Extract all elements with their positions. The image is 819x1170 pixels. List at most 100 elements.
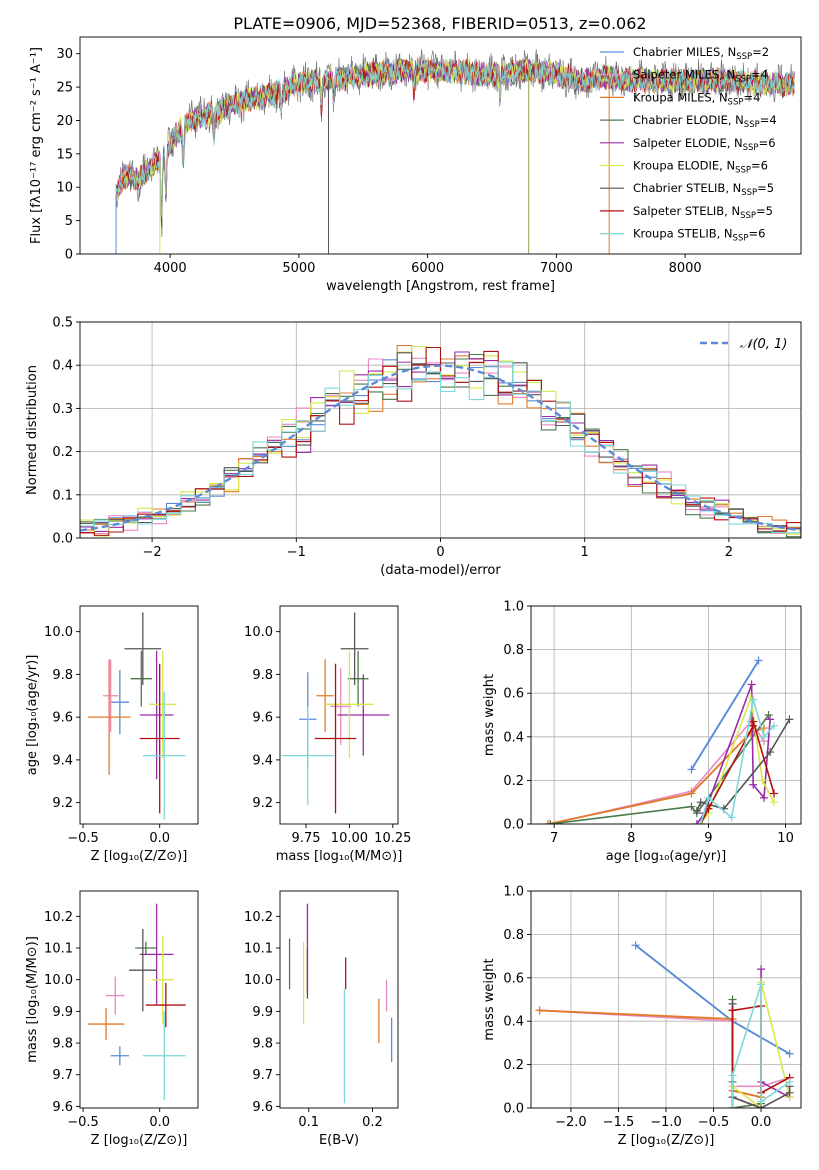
x-tick-label: 6000	[411, 261, 444, 276]
weight-line	[699, 699, 775, 824]
y-tick-label: 9.9	[52, 1005, 73, 1020]
y-tick-label: 9.8	[52, 1037, 73, 1052]
y-tick-label: 9.8	[52, 668, 73, 683]
weight-marker	[766, 748, 775, 757]
legend-entry: Kroupa ELODIE, NSSP=6	[633, 159, 768, 176]
x-tick-label: 7	[550, 831, 558, 846]
weight-marker	[728, 1006, 737, 1015]
error-bar	[281, 706, 334, 805]
x-tick-label: 2	[725, 545, 733, 560]
plot-area	[543, 656, 794, 824]
weight-marker	[759, 793, 768, 802]
histogram-step	[80, 346, 801, 536]
error-bar	[110, 1046, 130, 1066]
y-tick-label: 0.4	[503, 1015, 524, 1030]
weight-marker	[757, 1097, 766, 1106]
y-tick-label: 10.2	[244, 910, 273, 925]
x-axis-label: wavelength [Angstrom, rest frame]	[326, 279, 555, 294]
y-tick-label: 10.0	[44, 973, 73, 988]
weight-marker	[747, 680, 756, 689]
x-axis-label: Z [log₁₀(Z/Z⊙)]	[91, 1133, 188, 1148]
histogram-step	[80, 361, 801, 534]
error-bar	[130, 650, 153, 707]
y-tick-label: 9.6	[52, 1100, 73, 1115]
y-axis-label: age [log₁₀(age/yr)]	[25, 655, 40, 776]
weight-line	[690, 660, 760, 770]
error-bar	[102, 659, 119, 733]
y-tick-label: 0.8	[503, 928, 524, 943]
x-tick-label: −1.5	[603, 1115, 635, 1130]
y-tick-label: 9.2	[252, 796, 273, 811]
spectrum-line	[115, 58, 795, 218]
y-tick-label: 10.0	[44, 625, 73, 640]
axes-frame	[79, 36, 802, 255]
y-tick-label: 0.5	[52, 316, 73, 331]
y-tick-label: 0	[65, 248, 73, 263]
weight-marker	[749, 717, 758, 726]
error-bar	[148, 650, 177, 758]
error-bar	[340, 612, 369, 686]
x-tick-label: 4000	[154, 261, 187, 276]
y-tick-label: 10.0	[244, 625, 273, 640]
error-bar	[330, 667, 352, 745]
x-tick-label: −0.5	[67, 831, 99, 846]
weight-marker	[692, 820, 701, 824]
error-bar	[139, 663, 180, 814]
y-tick-label: 10.1	[244, 942, 273, 957]
y-tick-label: 0.3	[52, 402, 73, 417]
x-tick-label: 0.2	[362, 1115, 383, 1130]
error-bar	[139, 650, 174, 780]
legend-entry: Salpeter MILES, NSSP=4	[633, 68, 768, 85]
y-axis-label: mass weight	[482, 958, 497, 1040]
weight-marker	[696, 820, 705, 824]
axes-frame	[279, 890, 399, 1109]
y-tick-label: 9.7	[252, 1068, 273, 1083]
x-tick-label: 9	[704, 831, 712, 846]
weight-marker	[728, 1104, 737, 1108]
plot-area	[288, 903, 393, 1104]
weight-marker	[766, 715, 775, 724]
y-tick-label: 9.8	[252, 1037, 273, 1052]
error-bar	[135, 941, 157, 955]
error-bar	[314, 663, 357, 814]
y-tick-label: 10	[56, 181, 73, 196]
y-axis-label: Flux [fλ10⁻¹⁷ erg cm⁻² s⁻¹ A⁻¹]	[29, 47, 44, 244]
legend-entry: Kroupa MILES, NSSP=4	[633, 90, 760, 107]
y-tick-label: 9.9	[252, 1005, 273, 1020]
y-axis-label: mass [log₁₀(M/M⊙)]	[25, 936, 40, 1063]
normal-curve	[80, 364, 801, 532]
error-bar	[316, 659, 334, 733]
x-axis-label: mass [log₁₀(M/M⊙)]	[276, 849, 403, 864]
error-bar	[142, 691, 186, 820]
legend: Chabrier MILES, NSSP=2 Salpeter MILES, NS…	[600, 45, 777, 244]
weight-marker	[546, 820, 555, 824]
x-tick-label: 5000	[282, 261, 315, 276]
x-tick-label: −1	[287, 545, 306, 560]
weight-marker	[759, 732, 768, 741]
plot-area	[87, 903, 186, 1101]
y-tick-label: 0.2	[52, 445, 73, 460]
y-tick-label: 0.6	[503, 687, 524, 702]
y-tick-label: 9.6	[52, 711, 73, 726]
weight-marker	[631, 941, 640, 950]
x-tick-label: 7000	[540, 261, 573, 276]
weight-marker	[785, 1077, 794, 1086]
weight-marker	[687, 765, 696, 774]
y-tick-label: 10.2	[44, 910, 73, 925]
weight-marker	[687, 789, 696, 798]
y-tick-label: 0.2	[503, 1058, 524, 1073]
plot-area	[87, 612, 186, 820]
error-bar	[325, 650, 374, 758]
weight-marker	[535, 1006, 544, 1015]
weight-marker	[757, 980, 766, 989]
weight-marker	[757, 965, 766, 974]
figure-title: PLATE=0906, MJD=52368, FIBERID=0513, z=0…	[233, 14, 646, 33]
x-tick-label: 0.1	[298, 1115, 319, 1130]
y-tick-label: 0.2	[503, 774, 524, 789]
y-tick-label: 30	[56, 47, 73, 62]
x-axis-label: age [log₁₀(age/yr)]	[606, 849, 727, 864]
legend-entry: Chabrier MILES, NSSP=2	[633, 45, 769, 62]
error-bar	[110, 670, 130, 735]
x-axis-label: Z [log₁₀(Z/Z⊙)]	[91, 849, 188, 864]
weight-marker	[704, 793, 713, 802]
